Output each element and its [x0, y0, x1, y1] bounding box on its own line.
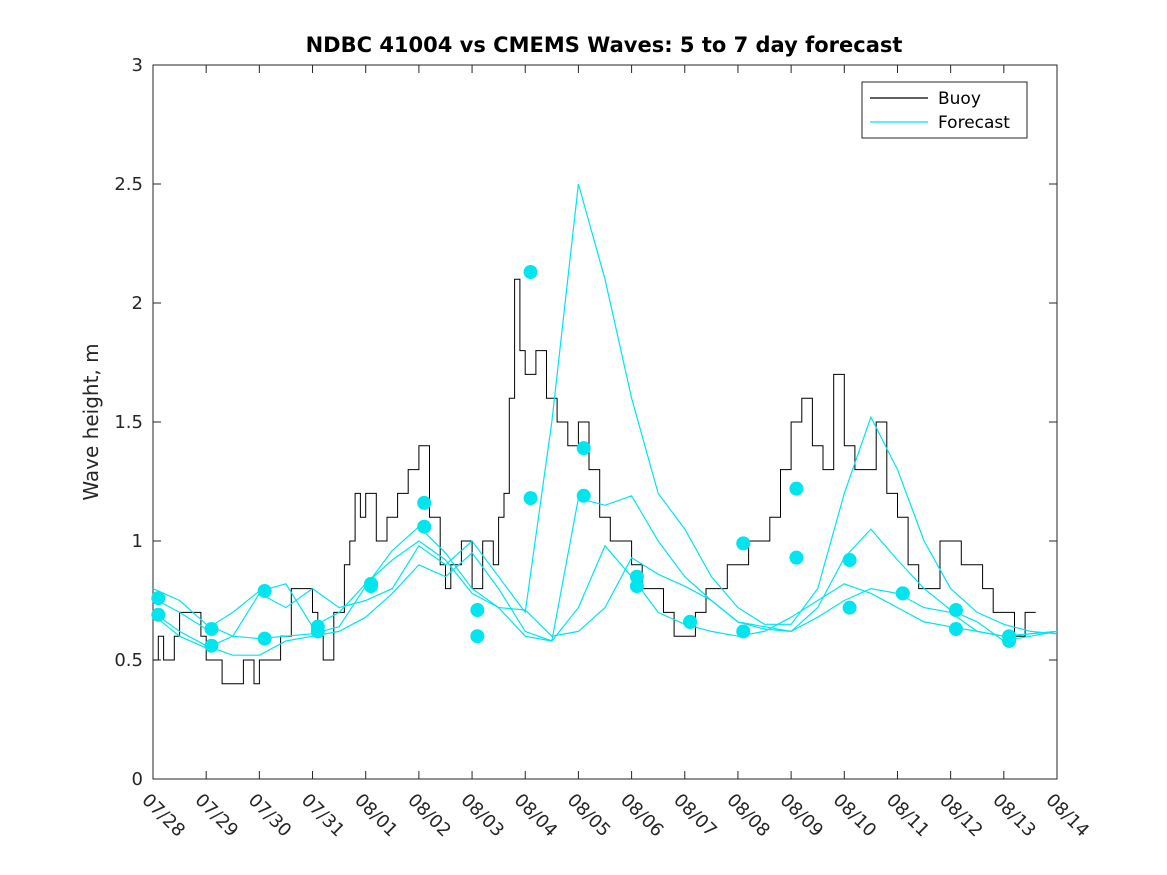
series-layer: [152, 183, 1058, 685]
forecast-marker: [204, 622, 219, 637]
y-tick-label: 1: [132, 531, 143, 552]
forecast-marker: [310, 624, 325, 639]
forecast-marker: [1002, 633, 1017, 648]
forecast-marker: [948, 603, 963, 618]
forecast-marker: [895, 586, 910, 601]
forecast-marker: [364, 579, 379, 594]
forecast-marker: [417, 519, 432, 534]
forecast-marker: [576, 488, 591, 503]
y-axis: 0 0.5 1 1.5 2 2.5 3: [114, 55, 1057, 790]
legend-label: Buoy: [938, 89, 981, 109]
y-tick-label: 2: [132, 293, 143, 314]
plot-frame: [152, 64, 1058, 780]
legend-box: [861, 81, 1028, 139]
y-tick-label: 0.5: [114, 650, 143, 671]
forecast-marker: [576, 441, 591, 456]
forecast-marker: [736, 536, 751, 551]
buoy-series-line: [153, 278, 1036, 685]
forecast-marker: [470, 603, 485, 618]
forecast-marker: [683, 614, 698, 629]
forecast-marker: [151, 607, 166, 622]
forecast-marker: [417, 495, 432, 510]
forecast-marker: [523, 265, 538, 280]
forecast-marker: [257, 631, 272, 646]
forecast-marker: [736, 624, 751, 639]
y-tick-label: 2.5: [114, 174, 143, 195]
y-axis-label: Wave height, m: [79, 343, 103, 500]
forecast-marker: [948, 622, 963, 637]
legend-label: Forecast: [938, 113, 1010, 133]
forecast-marker: [257, 583, 272, 598]
forecast-marker: [842, 600, 857, 615]
legend: Buoy Forecast: [861, 81, 1028, 139]
marker-layer: [151, 265, 1017, 653]
plot-area: [152, 64, 1058, 780]
forecast-marker: [789, 481, 804, 496]
y-tick-label: 3: [132, 55, 143, 76]
forecast-marker: [523, 491, 538, 506]
forecast-marker: [470, 629, 485, 644]
chart-title: NDBC 41004 vs CMEMS Waves: 5 to 7 day fo…: [306, 33, 903, 57]
forecast-marker: [204, 638, 219, 653]
forecast-series-line-2: [152, 544, 1058, 656]
y-tick-label: 0: [132, 769, 143, 790]
forecast-marker: [629, 579, 644, 594]
forecast-series-line-3: [152, 528, 1058, 642]
y-tick-label: 1.5: [114, 412, 143, 433]
forecast-marker: [842, 553, 857, 568]
forecast-marker: [151, 591, 166, 606]
forecast-marker: [789, 550, 804, 565]
forecast-series-line-1: [152, 183, 1058, 637]
